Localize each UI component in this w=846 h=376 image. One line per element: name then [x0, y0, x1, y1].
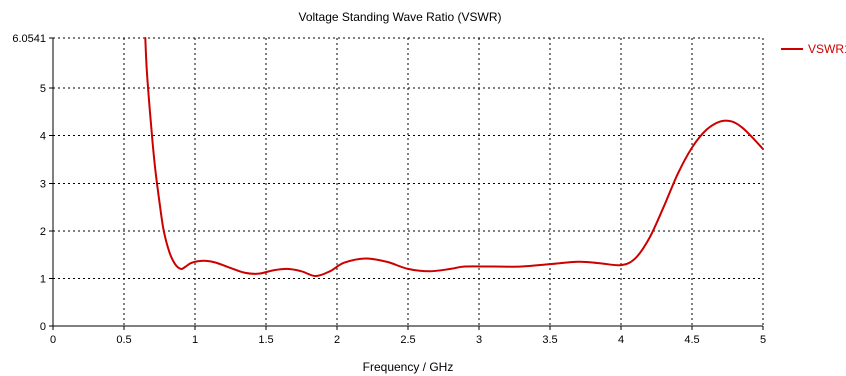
x-tick-label: 5 [760, 334, 766, 346]
y-tick-label: 6.0541 [12, 33, 46, 45]
series-line-1 [144, 37, 764, 278]
y-tick-label: 5 [40, 83, 46, 95]
axes [49, 37, 764, 330]
series-lines [144, 37, 764, 278]
x-tick-label: 0 [50, 334, 56, 346]
legend-label: VSWR1 [808, 42, 846, 56]
x-tick-label: 0.5 [116, 334, 131, 346]
x-tick-label: 1.5 [258, 334, 273, 346]
y-tick-label: 3 [40, 178, 46, 190]
x-axis-title: Frequency / GHz [363, 360, 454, 374]
tick-labels: 0 0.5 1 1.5 2 2.5 3 3.5 4 4.5 5 0 1 2 3 4 5 6.0541 [12, 33, 766, 346]
x-tick-label: 4 [618, 334, 624, 346]
x-tick-label: 4.5 [684, 334, 699, 346]
x-tick-label: 2 [334, 334, 340, 346]
y-tick-label: 2 [40, 226, 46, 238]
x-tick-label: 1 [192, 334, 198, 346]
y-tick-label: 0 [40, 321, 46, 333]
x-tick-label: 2.5 [400, 334, 415, 346]
x-tick-label: 3 [476, 334, 482, 346]
legend: VSWR1 [781, 42, 846, 56]
chart-title: Voltage Standing Wave Ratio (VSWR) [299, 10, 502, 24]
x-tick-label: 3.5 [542, 334, 557, 346]
y-tick-label: 1 [40, 273, 46, 285]
y-tick-label: 4 [40, 131, 46, 143]
grid-lines [53, 37, 764, 326]
